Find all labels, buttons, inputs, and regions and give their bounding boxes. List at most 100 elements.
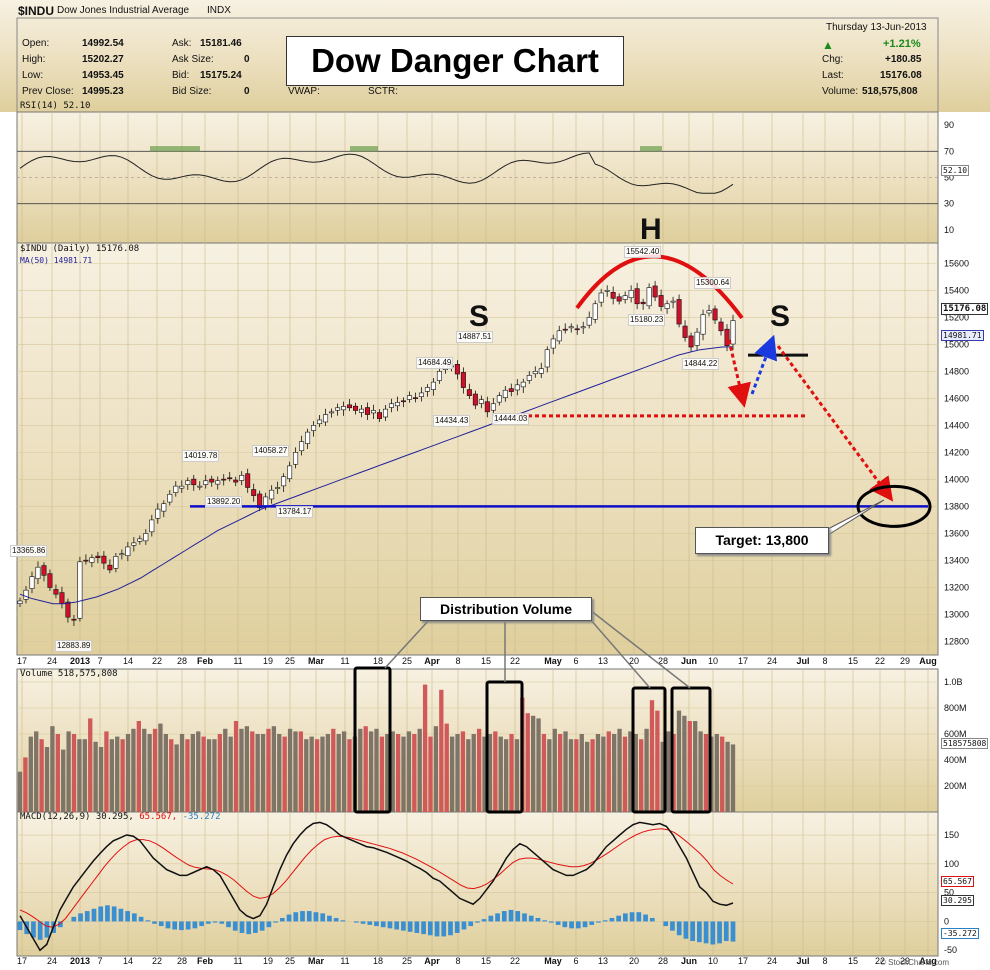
volume-bar [50,726,55,812]
macd-hist-bar [717,921,722,944]
x-tick-label: 11 [233,656,242,666]
macd-hist-bar [300,911,305,922]
macd-hist-bar [253,921,258,933]
macd-hist-bar [353,921,359,923]
candle [616,296,622,302]
x-tick-label: 15 [848,956,858,966]
x-tick-label: 6 [573,656,578,666]
rsi-panel [16,111,939,244]
price-tick-label: 13600 [944,528,969,538]
target-callout: Target: 13,800 [695,527,829,554]
rsi-tick-label: 50 [944,173,954,183]
volume-bar [179,734,185,812]
macd-hist-bar [690,921,695,942]
candle [532,371,538,375]
x-tick-label: Aug [919,656,937,666]
volume-bar [158,723,163,812]
macd-hist-bar [246,921,252,935]
ma-label: MA(50) 14981.71 [20,256,93,265]
macd-hist-bar [683,921,689,939]
candle [658,295,664,307]
volume-bar [417,728,422,812]
price-tick-label: 14000 [944,474,969,484]
rsi-tag: 52.10 [941,165,970,176]
candle [712,308,718,321]
x-tick-label: Feb [197,656,214,666]
open-label: Open: [22,38,50,49]
x-tick-label: May [544,656,562,666]
candle [460,372,466,388]
volume-bar [341,731,347,812]
volume-bar [34,731,39,812]
volume-bar [720,736,725,812]
volume-bar [228,736,233,812]
volume-bar [71,734,77,812]
volume-bar [568,739,574,812]
bid-label: Bid: [172,70,190,81]
x-tick-label: 11 [340,656,349,666]
price-label: 15180.23 [628,314,666,326]
price-panel-label: $INDU (Daily) 15176.08 [20,244,140,254]
candle [700,314,706,335]
macd-tick-label: 0 [944,916,949,926]
macd-hist-bar [320,913,326,922]
volume-bar [320,736,325,812]
volume-bar [493,731,498,812]
volume-bar [17,771,23,812]
macd-hist-bar [279,917,285,922]
candle [406,395,412,400]
volume-bar [66,731,71,812]
bid-value: 15175.24 [200,70,242,81]
distribution-box [353,666,392,814]
macd-hist-bar [623,913,628,922]
ma50-line [19,346,734,605]
volume-bar [455,734,460,812]
volume-bar [293,731,298,812]
right-shoulder-label: S [770,300,791,333]
candle [502,389,508,398]
macd-name: MACD(12,26,9) [20,812,91,822]
title-box: Dow Danger Chart [286,36,624,86]
volume-bar [601,736,606,812]
candle [634,288,640,305]
macd-hist-bar [475,921,480,923]
candle [59,592,65,604]
x-tick-label: Mar [308,956,325,966]
volume-bar [612,734,617,812]
macd-hist-bar [649,917,655,922]
x-tick-label: 11 [233,956,242,966]
x-tick-label: 22 [152,956,162,966]
volume-bar [163,734,169,812]
price-tick-label: 15200 [944,312,969,322]
candle [376,412,382,419]
candle [580,326,586,329]
volume-bar [671,734,676,812]
candle [652,285,658,298]
volume-bar [115,736,120,812]
macd-tick-label: 150 [944,830,959,840]
volume-bar [23,757,28,812]
volume-bar [125,734,131,812]
macd-hist-bar [273,921,278,923]
candle [17,600,23,604]
macd-hist-bar [602,920,608,922]
candle [323,414,329,423]
candle [341,406,347,411]
volume-bar [617,728,622,812]
left-shoulder-label: S [469,300,490,333]
volume-bar [563,731,568,812]
volume-tick-label: 600M [944,729,967,739]
price-label: 14444.03 [492,413,530,425]
volume-bar [730,744,736,812]
candle [371,410,377,414]
macd-hist-bar [663,921,669,927]
x-tick-label: 25 [285,956,295,966]
candle [215,480,221,485]
price-tick-label: 12800 [944,636,969,646]
candle [562,328,568,331]
volume-bar [439,689,444,812]
volume-bar [655,710,660,812]
candle [412,397,418,399]
volume-bar [39,739,44,812]
prevclose-value: 14995.23 [82,86,124,97]
